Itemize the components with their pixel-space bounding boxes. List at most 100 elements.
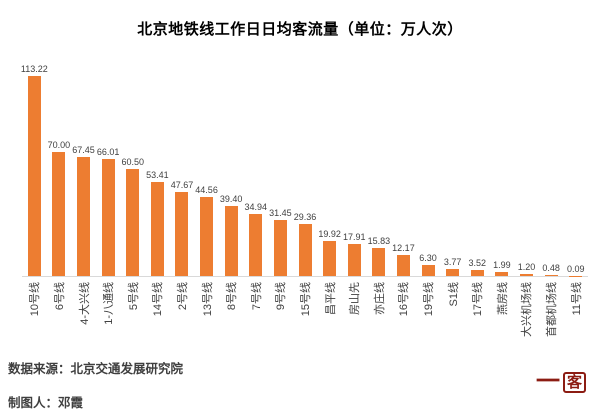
bar-column: 47.67 — [170, 180, 195, 276]
bar-column: 0.48 — [539, 263, 564, 276]
logo-char-yi: 一 — [535, 368, 560, 395]
x-axis-label: 19号线 — [423, 282, 436, 317]
x-axis-label-cell: S1线 — [440, 278, 465, 370]
x-axis-label-cell: 1-八通线 — [96, 278, 121, 370]
bar: 113.22 — [21, 64, 48, 276]
bar-column: 1.99 — [490, 260, 515, 276]
x-axis-label: 5号线 — [127, 282, 140, 311]
x-axis-label: 1-八通线 — [103, 282, 116, 325]
x-axis-label: S1线 — [447, 282, 460, 307]
x-axis-label: 9号线 — [275, 282, 288, 311]
bar: 3.77 — [444, 257, 461, 276]
plot-area: 113.22 70.00 67.45 66.01 60.50 53.41 47.67 44.5… — [21, 60, 588, 277]
x-axis-label: 首都机场线 — [546, 282, 559, 337]
x-axis-labels: 10号线 6号线 4-大兴线 1-八通线 5号线 14号线 2号线 13号线 8号线 7号线 9号线… — [22, 278, 588, 370]
bar-value-label: 6.30 — [419, 252, 437, 263]
x-axis-label-cell: 14号线 — [145, 278, 170, 370]
x-axis-label-cell: 燕房线 — [490, 278, 515, 370]
bar-value-label: 31.45 — [269, 208, 292, 219]
author-text: 制图人：邓霞 — [8, 396, 84, 410]
x-axis-label: 17号线 — [472, 282, 485, 317]
x-axis-label: 6号线 — [53, 282, 66, 311]
bar-column: 31.45 — [268, 208, 293, 276]
bar-value-label: 29.36 — [293, 212, 317, 223]
x-axis-label-cell: 大兴机场线 — [514, 278, 539, 370]
bar-column: 15.83 — [367, 236, 392, 276]
x-axis-label: 大兴机场线 — [521, 282, 534, 337]
chart-title: 北京地铁线工作日日均客流量（单位：万人次） — [137, 21, 463, 38]
bar-value-label: 1.20 — [517, 261, 536, 272]
x-axis-label: 8号线 — [226, 282, 239, 311]
bar-column: 3.77 — [440, 257, 465, 276]
x-axis-label-cell: 5号线 — [120, 278, 145, 370]
bar-value-label: 1.99 — [493, 260, 511, 271]
x-axis-label: 亦庄线 — [373, 282, 386, 315]
x-axis-label-cell: 4-大兴线 — [71, 278, 96, 370]
x-axis-label: 燕房线 — [496, 282, 509, 315]
bar-column: 12.17 — [391, 243, 416, 276]
bar: 67.45 — [72, 145, 95, 276]
bar-value-label: 44.56 — [195, 185, 218, 196]
x-axis-label-cell: 房山先 — [342, 278, 367, 370]
x-axis-label-cell: 16号线 — [391, 278, 416, 370]
bar: 29.36 — [294, 212, 316, 276]
bar-value-label: 66.01 — [96, 147, 120, 158]
bar-column: 60.50 — [120, 157, 145, 276]
x-axis-label: 11号线 — [570, 282, 583, 316]
x-axis-label-cell: 10号线 — [22, 278, 47, 370]
bar: 47.67 — [171, 180, 193, 276]
bar-column: 113.22 — [21, 64, 48, 276]
yike-logo: 一 客 — [536, 370, 586, 394]
x-axis-label: 14号线 — [152, 282, 165, 317]
x-axis-label-cell: 首都机场线 — [539, 278, 564, 370]
x-axis-label-cell: 15号线 — [293, 278, 318, 370]
bar-value-label: 39.40 — [219, 194, 243, 205]
x-axis-label-cell: 6号线 — [47, 278, 72, 370]
bar-value-label: 3.77 — [443, 257, 462, 268]
x-axis-label-cell: 17号线 — [465, 278, 490, 370]
x-axis-label: 4-大兴线 — [78, 282, 91, 325]
bar-column: 67.45 — [71, 145, 96, 276]
bar: 1.20 — [518, 262, 535, 276]
data-source-text: 数据来源：北京交通发展研究院 — [8, 362, 184, 376]
bar: 66.01 — [97, 147, 119, 276]
bar: 6.30 — [419, 253, 437, 276]
bar-value-label: 70.00 — [47, 140, 71, 151]
bar-value-label: 17.91 — [342, 232, 366, 243]
bar: 1.99 — [493, 260, 511, 276]
x-axis-label-cell: 9号线 — [268, 278, 293, 370]
x-axis-label: 7号线 — [250, 282, 263, 311]
x-axis-label: 16号线 — [398, 282, 411, 317]
x-axis-label: 13号线 — [201, 282, 214, 317]
bar-value-label: 12.17 — [392, 242, 415, 253]
x-axis-label: 15号线 — [300, 282, 312, 317]
bar-value-label: 34.94 — [244, 202, 268, 213]
bar: 39.40 — [220, 194, 242, 276]
bar-value-label: 47.67 — [170, 179, 194, 190]
bar-column: 44.56 — [194, 185, 219, 276]
bar: 60.50 — [121, 157, 144, 276]
bar: 70.00 — [48, 140, 70, 276]
x-axis-label: 2号线 — [176, 282, 189, 311]
x-axis-label-cell: 13号线 — [194, 278, 219, 370]
bar-value-label: 0.48 — [542, 263, 560, 274]
bar-column: 3.52 — [465, 258, 490, 276]
x-axis-label-cell: 亦庄线 — [367, 278, 392, 370]
x-axis-label-cell: 7号线 — [243, 278, 268, 370]
bar: 31.45 — [269, 208, 292, 276]
bar-column: 66.01 — [96, 147, 121, 276]
bar-column: 6.30 — [416, 253, 441, 276]
bar-column: 53.41 — [145, 170, 170, 276]
bar-value-label: 15.83 — [367, 236, 391, 247]
x-axis-label-cell: 2号线 — [170, 278, 195, 370]
x-axis-label: 昌平线 — [324, 282, 337, 315]
bar: 34.94 — [245, 202, 267, 276]
bar-value-label: 67.45 — [72, 144, 95, 155]
bar-column: 70.00 — [47, 140, 72, 276]
bar-value-label: 19.92 — [318, 228, 341, 239]
bar: 0.48 — [542, 263, 560, 276]
bar-column: 34.94 — [243, 202, 268, 276]
x-axis-label-cell: 昌平线 — [317, 278, 342, 370]
bar-value-label: 0.09 — [566, 263, 585, 274]
